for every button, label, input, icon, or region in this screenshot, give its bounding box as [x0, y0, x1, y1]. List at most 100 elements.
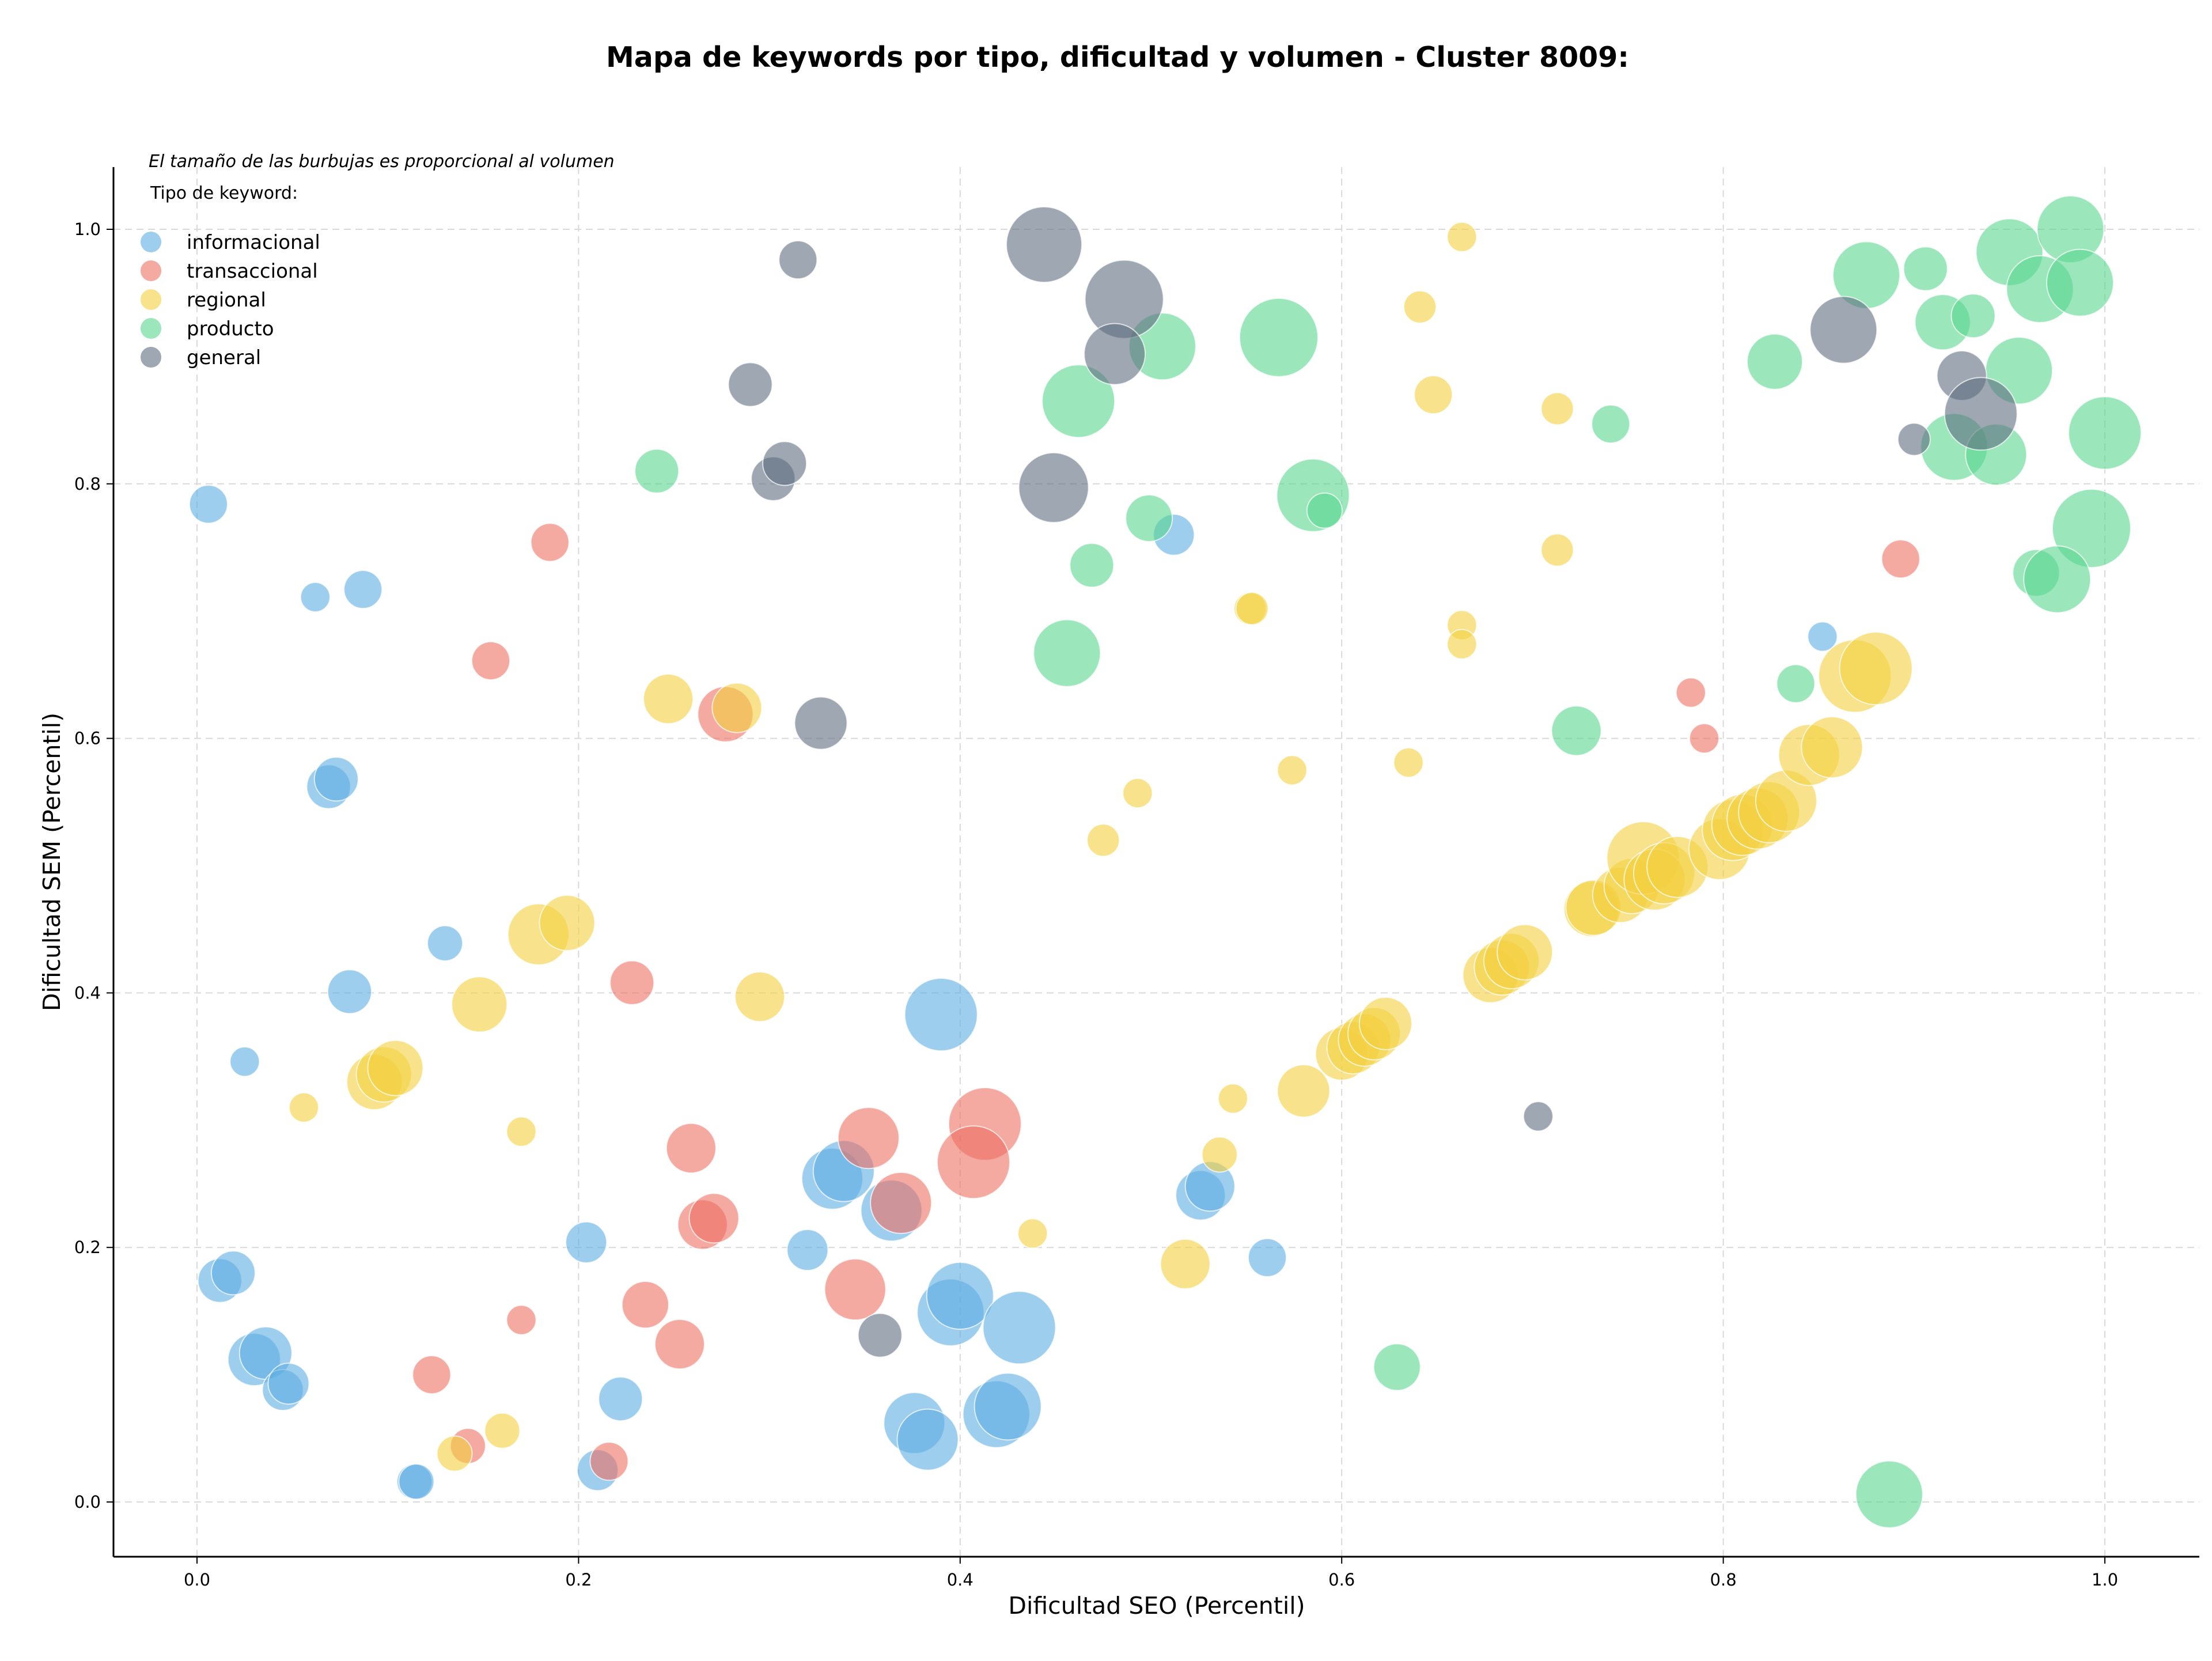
bubble-producto: [1903, 246, 1948, 292]
bubble-informacional: [1248, 1238, 1287, 1277]
bubble-informacional: [188, 485, 228, 524]
legend-marker-general: [141, 347, 161, 368]
bubble-general: [1944, 377, 2018, 451]
legend-label-producto: producto: [187, 317, 274, 340]
bubble-size-note: El tamaño de las burbujas es proporciona…: [149, 152, 615, 172]
x-tick-label: 0.8: [1710, 1570, 1737, 1590]
bubble-producto: [1950, 293, 1996, 339]
bubble-regional: [288, 1092, 319, 1123]
bubble-regional: [1414, 375, 1453, 415]
bubble-transaccional: [471, 641, 511, 680]
bubble-regional: [484, 1412, 521, 1449]
bubble-regional: [1277, 755, 1308, 786]
bubble-transaccional: [621, 1281, 669, 1329]
bubble-regional: [1217, 1083, 1248, 1114]
x-axis-label: Dificultad SEO (Percentil): [1008, 1592, 1305, 1620]
bubble-general: [762, 441, 808, 486]
y-tick-label: 0.2: [74, 1238, 101, 1257]
bubble-general: [857, 1312, 903, 1358]
bubble-general: [794, 696, 848, 750]
bubble-regional: [1277, 1064, 1331, 1118]
bubble-transaccional: [824, 1258, 887, 1321]
bubble-regional: [1446, 221, 1478, 252]
x-tick-label: 0.4: [947, 1570, 974, 1590]
bubble-producto: [2051, 489, 2131, 569]
bubble-informacional: [313, 756, 359, 802]
bubble-regional: [1446, 629, 1478, 660]
bubble-regional: [1540, 533, 1574, 567]
bubble-transaccional: [936, 1125, 1010, 1200]
bubble-regional: [734, 971, 786, 1023]
bubble-producto: [1776, 664, 1816, 703]
bubble-transaccional: [609, 960, 655, 1005]
bubble-transaccional: [506, 1304, 537, 1335]
legend-label-regional: regional: [187, 289, 266, 312]
chart-title: Mapa de keywords por tipo, dificultad y …: [606, 41, 1629, 74]
bubble-regional: [1358, 996, 1412, 1050]
bubble-general: [1809, 296, 1878, 364]
bubble-producto: [2068, 396, 2142, 470]
bubble-regional: [1235, 592, 1269, 626]
bubble-producto: [1033, 619, 1101, 687]
ticks: 0.0 0.2 0.4 0.6 0.8 1.0 0.0 0.2 0.4 0.6 0.8 1.0: [74, 220, 2118, 1590]
bubble-general: [728, 362, 773, 407]
bubble-regional: [1403, 290, 1437, 324]
bubble-producto: [1069, 543, 1115, 588]
bubble-producto: [1747, 333, 1804, 390]
bubble-informacional: [982, 1291, 1056, 1365]
x-tick-label: 0.6: [1328, 1570, 1355, 1590]
bubble-transaccional: [530, 523, 570, 562]
bubble-regional: [506, 1116, 537, 1147]
bubble-regional: [1201, 1136, 1238, 1173]
bubble-producto: [2046, 248, 2114, 317]
bubble-informacional: [229, 1046, 260, 1077]
legend-marker-producto: [141, 318, 161, 339]
bubble-producto: [1125, 494, 1173, 542]
bubble-regional: [1017, 1218, 1048, 1249]
bubble-regional: [1497, 924, 1554, 981]
bubble-transaccional: [1881, 539, 1921, 579]
bubble-general: [1018, 452, 1089, 523]
bubble-informacional: [786, 1229, 829, 1272]
bubble-informacional: [598, 1376, 643, 1422]
bubble-informacional: [1807, 621, 1838, 652]
bubble-regional: [367, 1039, 424, 1096]
bubble-producto: [1238, 297, 1319, 377]
bubble-informacional: [267, 1363, 310, 1405]
bubble-informacional: [210, 1250, 256, 1296]
y-tick-label: 0.4: [74, 983, 101, 1002]
bubble-transaccional: [870, 1171, 933, 1234]
bubble-informacional: [343, 570, 383, 610]
bubble-general: [1084, 323, 1146, 385]
bubble-producto: [1551, 705, 1602, 756]
bubble-general: [1897, 422, 1931, 456]
bubble-informacional: [896, 1408, 959, 1471]
bubble-producto: [2023, 545, 2092, 614]
bubble-transaccional: [1675, 677, 1706, 708]
bubble-producto: [634, 448, 680, 494]
bubble-regional: [436, 1435, 473, 1472]
bubble-transaccional: [1688, 723, 1719, 754]
bubble-producto: [1041, 364, 1116, 438]
bubble-informacional: [565, 1221, 608, 1263]
legend-label-general: general: [187, 346, 261, 369]
y-tick-label: 0.0: [74, 1492, 101, 1512]
bubble-regional: [1393, 747, 1424, 778]
bubble-general: [1006, 206, 1083, 283]
bubble-producto: [1373, 1343, 1421, 1391]
x-tick-label: 1.0: [2092, 1570, 2118, 1590]
bubble-regional: [643, 674, 694, 725]
x-tick-label: 0.2: [565, 1570, 592, 1590]
y-tick-label: 0.8: [74, 474, 101, 494]
bubble-producto: [1855, 1460, 1923, 1528]
bubble-regional: [1801, 716, 1863, 779]
bubble-informacional: [427, 925, 464, 962]
bubble-producto: [1306, 492, 1343, 529]
legend-marker-regional: [141, 289, 161, 310]
bubble-transaccional: [412, 1355, 452, 1395]
legend: informacional transaccional regional produc…: [141, 231, 320, 369]
y-axis-label: Dificultad SEM (Percentil): [38, 713, 66, 1011]
y-tick-label: 0.6: [74, 729, 101, 748]
bubble-regional: [1540, 392, 1574, 426]
